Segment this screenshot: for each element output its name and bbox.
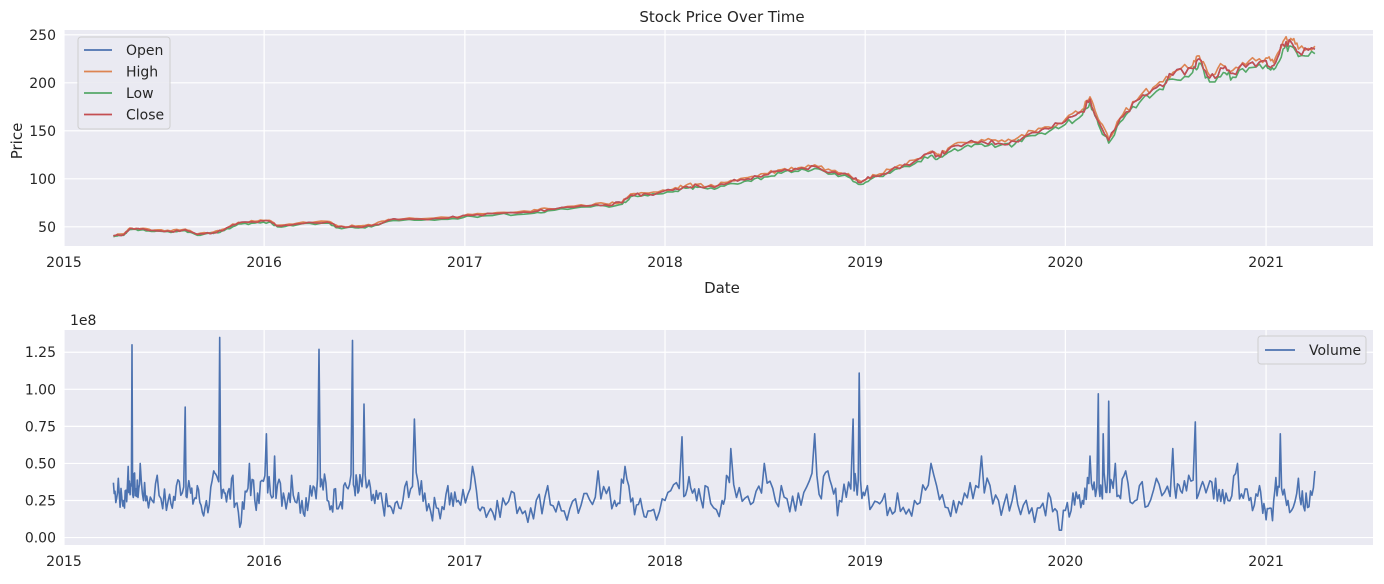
- legend-label-low: Low: [126, 86, 154, 102]
- x-tick-label: 2020: [1048, 255, 1084, 271]
- y-tick-label: 1.00: [25, 382, 56, 398]
- price-series: [113, 35, 1316, 238]
- x-tick-label: 2020: [1048, 554, 1084, 570]
- x-tick-label: 2018: [647, 255, 683, 271]
- x-tick-label: 2016: [246, 255, 282, 271]
- volume-ticks: 2015 2016 2017 2018 2019 2020 2021 0.00 0.25 0.50…: [25, 345, 1284, 570]
- y-tick-label: 200: [29, 76, 56, 92]
- price-plot-area: [64, 30, 1373, 246]
- volume-plot-area: [64, 330, 1373, 545]
- price-y-axis-label: Price: [8, 123, 26, 160]
- price-ticks: 2015 2016 2017 2018 2019 2020 2021 50 100 150 200 2…: [29, 28, 1284, 271]
- series-line-low: [113, 43, 1316, 238]
- price-x-axis-label: Date: [704, 279, 740, 297]
- volume-offset-text: 1e8: [70, 313, 96, 329]
- x-tick-label: 2017: [447, 255, 483, 271]
- volume-legend-box: [1257, 335, 1367, 365]
- x-tick-label: 2021: [1248, 554, 1284, 570]
- y-tick-label: 100: [29, 172, 56, 188]
- y-tick-label: 150: [29, 124, 56, 140]
- x-tick-label: 2015: [46, 554, 82, 570]
- x-tick-label: 2019: [847, 255, 883, 271]
- y-tick-label: 0.75: [25, 419, 56, 435]
- volume-series: [112, 336, 1316, 532]
- price-axes: 2015 2016 2017 2018 2019 2020 2021 50 100 150 200 2…: [8, 8, 1373, 297]
- volume-grid: [63, 330, 1373, 545]
- y-tick-label: 0.25: [25, 494, 56, 510]
- series-line-close: [113, 38, 1316, 237]
- volume-axes: 2015 2016 2017 2018 2019 2020 2021 0.00 0.25 0.50…: [25, 313, 1373, 570]
- x-tick-label: 2017: [447, 554, 483, 570]
- x-tick-label: 2019: [847, 554, 883, 570]
- price-legend: Open High Low Close: [77, 36, 171, 130]
- x-tick-label: 2018: [647, 554, 683, 570]
- legend-label-high: High: [126, 65, 158, 81]
- price-chart-title: Stock Price Over Time: [639, 8, 804, 26]
- x-tick-label: 2021: [1248, 255, 1284, 271]
- price-legend-box: [77, 36, 171, 130]
- y-tick-label: 1.25: [25, 345, 56, 361]
- series-line-volume: [112, 336, 1316, 532]
- volume-legend: Volume: [1257, 335, 1367, 365]
- x-tick-label: 2016: [246, 554, 282, 570]
- y-tick-label: 50: [38, 220, 56, 236]
- y-tick-label: 250: [29, 28, 56, 44]
- legend-label-open: Open: [126, 43, 163, 59]
- y-tick-label: 0.00: [25, 531, 56, 547]
- y-tick-label: 0.50: [25, 456, 56, 472]
- x-tick-label: 2015: [46, 255, 82, 271]
- price-grid: [63, 30, 1373, 246]
- legend-label-close: Close: [126, 108, 164, 124]
- legend-label-volume: Volume: [1309, 343, 1361, 359]
